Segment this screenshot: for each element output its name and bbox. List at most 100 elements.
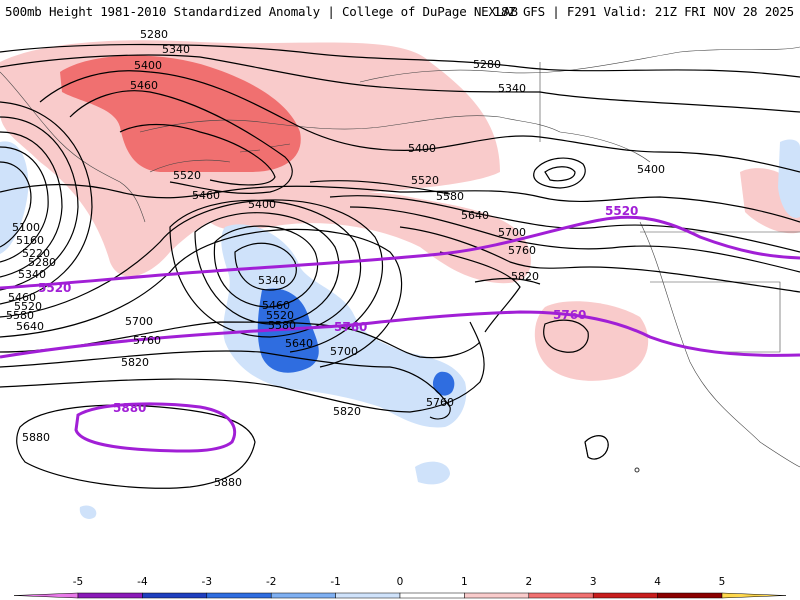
contour-5340-c xyxy=(234,242,297,291)
legend-tick-labels: -5 -4 -3 -2 -1 0 1 2 3 4 5 xyxy=(73,576,726,588)
contour-label: 5340 xyxy=(162,43,190,56)
legend-tick-label: 2 xyxy=(525,576,532,588)
hawaii-islands xyxy=(584,435,640,473)
legend-swatch xyxy=(592,592,658,599)
legend-tick-label: 5 xyxy=(719,576,726,588)
positive-anomaly-shading xyxy=(0,40,800,381)
contour-label: 5820 xyxy=(121,356,149,369)
contour-label: 5640 xyxy=(461,209,489,222)
hawaii-islet xyxy=(634,467,640,473)
contour-label: 5580 xyxy=(6,309,34,322)
contour-label: 5520 xyxy=(411,174,439,187)
west-coast xyxy=(639,221,800,468)
contour-5280-w xyxy=(0,116,79,291)
negative-anomaly-area xyxy=(79,505,97,519)
color-legend: -5 -4 -3 -2 -1 0 1 2 3 4 5 xyxy=(0,570,800,600)
contour-5220 xyxy=(0,131,63,278)
contour-label: 5400 xyxy=(134,59,162,72)
contour-label: 5700 xyxy=(498,226,526,239)
contour-label: 5640 xyxy=(285,337,313,350)
contour-5700-b xyxy=(399,226,800,293)
legend-tick-label: -1 xyxy=(330,576,340,588)
canada-us-border xyxy=(539,62,800,353)
legend-tick-label: 1 xyxy=(461,576,468,588)
contour-5820-c xyxy=(0,321,485,413)
negative-anomaly-area xyxy=(0,141,29,254)
contour-label: 5280 xyxy=(140,28,168,41)
contour-labels: 5280 5340 5400 5460 5520 5460 5400 5280 … xyxy=(6,28,665,489)
contour-5460-c xyxy=(194,212,340,325)
legend-swatch xyxy=(464,592,530,599)
contour-label: 5460 xyxy=(8,291,36,304)
contour-5460 xyxy=(69,90,293,194)
purple-contour-label: 5520 xyxy=(605,204,638,218)
contour-label: 5880 xyxy=(22,431,50,444)
contour-5100 xyxy=(0,161,32,248)
contour-5340 xyxy=(0,54,800,113)
contour-label: 5520 xyxy=(173,169,201,182)
contour-5760-b xyxy=(439,251,521,333)
positive-anomaly-area xyxy=(534,301,649,381)
legend-swatch xyxy=(270,592,336,599)
contour-label: 5220 xyxy=(22,247,50,260)
contour-label: 5400 xyxy=(637,163,665,176)
contour-5400 xyxy=(39,70,800,173)
contour-5580-c xyxy=(0,199,384,353)
contour-5280 xyxy=(0,43,800,78)
contour-5340-w xyxy=(0,101,93,305)
contour-label: 5880 xyxy=(214,476,242,489)
contour-label: 5460 xyxy=(192,189,220,202)
contour-5580-b xyxy=(329,195,800,253)
contour-label: 5280 xyxy=(473,58,501,71)
contour-5760-c xyxy=(0,350,451,420)
contour-label: 5280 xyxy=(28,256,56,269)
purple-contour-label: 5880 xyxy=(113,401,146,415)
contour-label: 5460 xyxy=(130,79,158,92)
legend-arrow-right xyxy=(721,592,787,599)
purple-contours xyxy=(0,215,800,453)
contour-label: 5640 xyxy=(16,320,44,333)
contour-5400-c xyxy=(213,225,319,308)
legend-swatch xyxy=(528,592,594,599)
contour-5520 xyxy=(119,123,276,186)
contour-label: 5400 xyxy=(408,142,436,155)
contour-label: 5160 xyxy=(16,234,44,247)
contour-5460-b xyxy=(0,183,800,223)
negative-anomaly-area xyxy=(778,139,800,218)
purple-contour-5760 xyxy=(0,310,800,359)
contour-label: 5580 xyxy=(436,190,464,203)
contour-label: 5460 xyxy=(262,299,290,312)
contour-label: 5340 xyxy=(258,274,286,287)
contour-label: 5820 xyxy=(511,270,539,283)
purple-contour-label: 5520 xyxy=(38,281,71,295)
negative-anomaly-area xyxy=(257,288,319,373)
contour-label: 5520 xyxy=(266,309,294,322)
contour-label: 5580 xyxy=(268,319,296,332)
legend-swatch xyxy=(335,592,401,599)
legend-tick-label: 4 xyxy=(654,576,661,588)
contour-5640-c xyxy=(0,228,403,368)
legend-tick-label: -4 xyxy=(137,576,148,588)
purple-contour-5520 xyxy=(0,215,800,290)
contour-label: 5520 xyxy=(14,300,42,313)
legend-arrow-left xyxy=(13,592,79,599)
contour-label: 5760 xyxy=(133,334,161,347)
negative-anomaly-area xyxy=(415,461,450,485)
contour-label: 5700 xyxy=(125,315,153,328)
legend-tick-label: -5 xyxy=(73,576,83,588)
arctic-coast xyxy=(359,46,800,83)
contour-5820-e xyxy=(543,319,589,353)
legend-tick-label: 0 xyxy=(397,576,404,588)
contour-label: 5760 xyxy=(508,244,536,257)
contour-label: 5340 xyxy=(18,268,46,281)
contour-5640-b xyxy=(349,206,800,273)
model-run-info: 18Z GFS | F291 Valid: 21Z FRI NOV 28 202… xyxy=(493,4,795,19)
alaska-coastline xyxy=(139,115,651,163)
map-title: 500mb Height 1981-2010 Standardized Anom… xyxy=(5,4,518,19)
contour-label: 5700 xyxy=(330,345,358,358)
positive-anomaly-area xyxy=(60,55,301,173)
legend-colorbar xyxy=(13,592,787,599)
purple-contour-label: 5760 xyxy=(334,320,367,334)
legend-swatch xyxy=(399,592,465,599)
legend-tick-label: -3 xyxy=(202,576,212,588)
